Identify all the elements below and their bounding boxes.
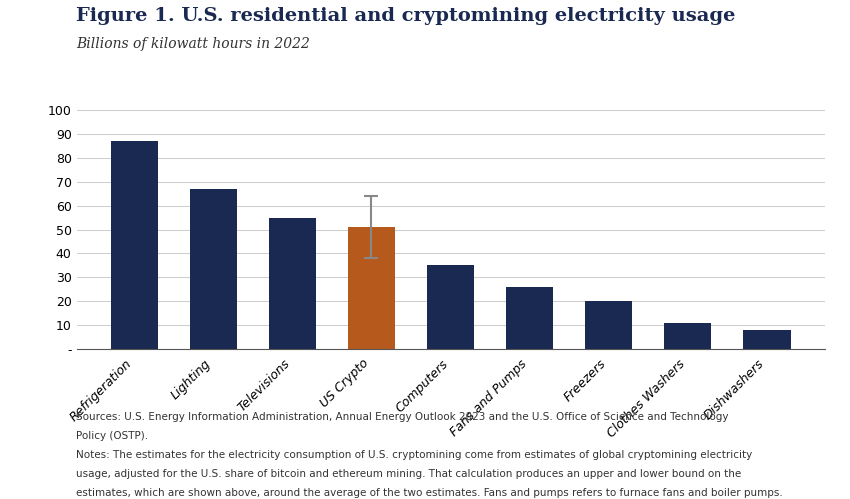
Text: Policy (OSTP).: Policy (OSTP). bbox=[76, 431, 149, 441]
Text: Billions of kilowatt hours in 2022: Billions of kilowatt hours in 2022 bbox=[76, 37, 310, 51]
Bar bbox=[664, 323, 711, 349]
Text: estimates, which are shown above, around the average of the two estimates. Fans : estimates, which are shown above, around… bbox=[76, 488, 783, 498]
Bar bbox=[506, 287, 553, 349]
Bar bbox=[348, 227, 395, 349]
Bar bbox=[110, 141, 158, 349]
Bar bbox=[269, 218, 316, 349]
Text: usage, adjusted for the U.S. share of bitcoin and ethereum mining. That calculat: usage, adjusted for the U.S. share of bi… bbox=[76, 469, 742, 479]
Text: Notes: The estimates for the electricity consumption of U.S. cryptomining come f: Notes: The estimates for the electricity… bbox=[76, 450, 753, 460]
Text: Figure 1. U.S. residential and cryptomining electricity usage: Figure 1. U.S. residential and cryptomin… bbox=[76, 7, 736, 25]
Bar bbox=[427, 265, 474, 349]
Text: Sources: U.S. Energy Information Administration, Annual Energy Outlook 2023 and : Sources: U.S. Energy Information Adminis… bbox=[76, 412, 729, 422]
Bar bbox=[190, 189, 237, 349]
Bar bbox=[743, 330, 790, 349]
Bar bbox=[585, 301, 632, 349]
